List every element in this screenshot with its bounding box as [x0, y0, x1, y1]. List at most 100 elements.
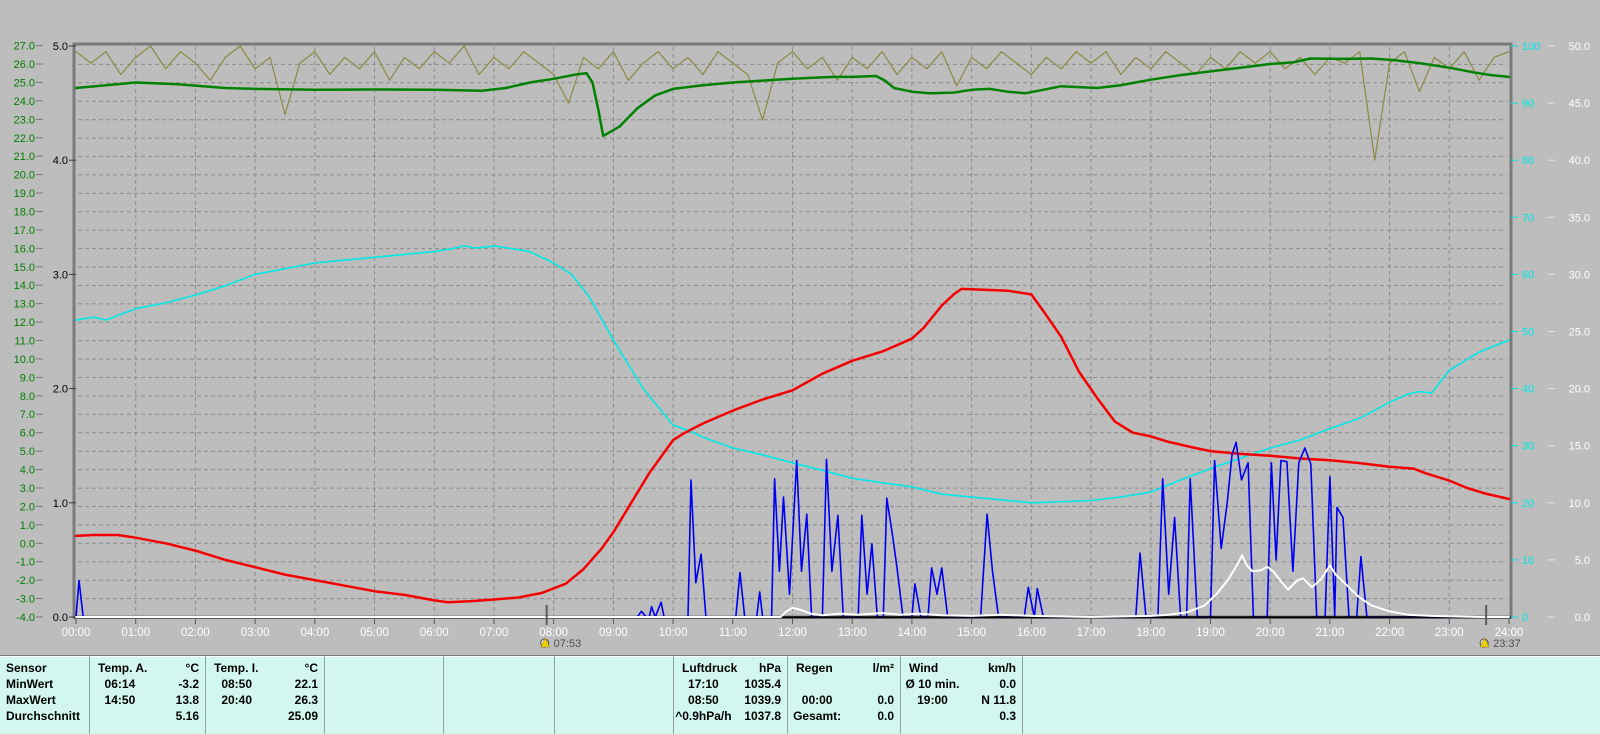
wind_kmh-axis: 0.0 5.0 10.0 15.0 20.0 25.0 30.0 35.0 40.0 45.0 50…: [1548, 41, 1590, 624]
value-time: 17:10: [688, 677, 719, 691]
table-value-row: 08:50 22.1: [206, 676, 324, 692]
time-tick-label: 14:00: [898, 627, 927, 639]
wind_kmh-tick-label: 45.0: [1569, 98, 1590, 110]
value-time: [1023, 708, 1323, 724]
value-number: [501, 676, 554, 692]
table-column-header: Temp. I. °C: [206, 660, 324, 676]
wind_kmh-tick-label: 10.0: [1569, 498, 1590, 510]
table-value-row: [788, 676, 900, 692]
temp_c-tick-label: 17.0: [14, 225, 35, 237]
value-number: [386, 708, 443, 724]
value-time: [444, 692, 501, 708]
rain_lm2-tick-label: 5.0: [53, 41, 68, 53]
time-tick-label: 05:00: [360, 627, 389, 639]
value-number: [501, 708, 554, 724]
value-time: 08:50: [221, 677, 253, 691]
table-column-regen: Regen l/m² 00:00 0.0 Gesamt: 0.0: [787, 656, 900, 734]
time-tick-label: 10:00: [659, 627, 688, 639]
value-number: [386, 676, 443, 692]
table-row-label: Sensor: [6, 661, 47, 675]
temp_c-tick-label: 22.0: [14, 133, 35, 145]
temp_c-tick-label: -2.0: [16, 575, 35, 587]
humidity_pct-tick-label: 90: [1522, 98, 1534, 110]
wind_kmh-tick-label: 40.0: [1569, 155, 1590, 167]
table-column-wind: Wind km/h Ø 10 min. 0.0 19:00 N 11.8 0.3: [900, 656, 1022, 734]
temp_c-tick-label: 6.0: [20, 428, 35, 440]
value-number: 1035.4: [744, 677, 781, 691]
table-value-row: 20:40 26.3: [206, 692, 324, 708]
table-value-row: [325, 708, 443, 724]
temp_c-tick-label: 4.0: [20, 465, 35, 477]
table-value-row: [555, 708, 673, 724]
chart-plot-area[interactable]: -4.0 -3.0 -2.0 -1.0 0.0 1.0 2.0 3.0 4.0 5.0 6.0 7.0…: [0, 0, 1600, 654]
value-time: [90, 708, 150, 724]
table-value-row: Ø 10 min. 0.0: [901, 676, 1022, 692]
value-time: [206, 708, 267, 724]
rain_lm2-tick-label: 2.0: [53, 384, 68, 396]
value-time: [444, 676, 501, 692]
sensor-name: Wind: [909, 661, 939, 675]
value-time: [444, 708, 501, 724]
table-value-row: 19:00 N 11.8: [901, 692, 1022, 708]
astro-marker: 07:53: [540, 605, 581, 650]
time-tick-label: 08:00: [539, 627, 568, 639]
humidity_pct-tick-label: 20: [1522, 498, 1534, 510]
value-time: [325, 708, 386, 724]
time-tick-label: 22:00: [1375, 627, 1404, 639]
rain_lm2-tick-label: 1.0: [53, 498, 68, 510]
sensor-unit: km/h: [987, 661, 1016, 675]
value-time: Ø 10 min.: [905, 677, 960, 691]
humidity_pct-tick-label: 0: [1522, 612, 1528, 624]
time-tick-label: 06:00: [420, 627, 449, 639]
table-column-header: Luftdruck hPa: [674, 660, 787, 676]
table-column-temp-a: Temp. A. °C 06:14 -3.2 14:50 13.8 5.16: [89, 656, 205, 734]
value-number: N 11.8: [981, 693, 1016, 707]
series-feuchte-a: [75, 245, 1510, 504]
time-tick-label: 16:00: [1017, 627, 1046, 639]
table-value-row: [444, 692, 554, 708]
temp_c-tick-label: 23.0: [14, 114, 35, 126]
value-time: [325, 676, 386, 692]
temp_c-tick-label: 13.0: [14, 299, 35, 311]
sensor-name: Temp. A.: [98, 661, 148, 675]
time-tick-label: 18:00: [1136, 627, 1165, 639]
temp_c-tick-label: 21.0: [14, 151, 35, 163]
table-value-row: [1023, 708, 1600, 724]
temp_c-tick-label: 24.0: [14, 96, 35, 108]
table-value-row: 00:00 0.0: [788, 692, 900, 708]
value-number: [616, 692, 673, 708]
table-row-label: Durchschnitt: [6, 709, 81, 723]
value-time: [555, 692, 616, 708]
temp_c-tick-label: 27.0: [14, 41, 35, 53]
temp_c-tick-label: 9.0: [20, 372, 35, 384]
sensor-name: Regen: [796, 661, 833, 675]
time-tick-label: 07:00: [480, 627, 509, 639]
value-time: 08:50: [688, 693, 719, 707]
table-column-empty: [443, 656, 554, 734]
value-number: 25.09: [287, 709, 318, 723]
series-empfang: [75, 45, 1510, 161]
table-value-row: [444, 676, 554, 692]
temp_c-tick-label: 10.0: [14, 354, 35, 366]
time-tick-label: 17:00: [1077, 627, 1106, 639]
table-column-header: [1023, 660, 1600, 676]
sensor-name: Luftdruck: [682, 661, 738, 675]
value-time: 19:00: [917, 693, 948, 707]
value-time: [1023, 676, 1323, 692]
humidity_pct-tick-label: 50: [1522, 327, 1534, 339]
temp_c-tick-label: 25.0: [14, 77, 35, 89]
humidity_pct-tick-label: 70: [1522, 212, 1534, 224]
table-column-header: [444, 660, 554, 676]
table-value-row: ^0.9hPa/h 1037.8: [674, 708, 787, 724]
humidity_pct-tick-label: 40: [1522, 384, 1534, 396]
value-time: [901, 708, 964, 724]
rain_lm2-tick-label: 4.0: [53, 155, 68, 167]
temp_c-axis: -4.0 -3.0 -2.0 -1.0 0.0 1.0 2.0 3.0 4.0 5.0 6.0 7.0…: [14, 41, 43, 624]
astro-marker: 23:37: [1479, 605, 1521, 650]
table-column-header: Regen l/m²: [788, 660, 900, 676]
rain_lm2-axis: 0.0 1.0 2.0 3.0 4.0 5.0: [53, 41, 76, 624]
table-value-row: 0.3: [901, 708, 1022, 724]
temp_c-tick-label: -3.0: [16, 594, 35, 606]
temp_c-tick-label: -4.0: [16, 612, 35, 624]
time-tick-label: 11:00: [719, 627, 747, 639]
